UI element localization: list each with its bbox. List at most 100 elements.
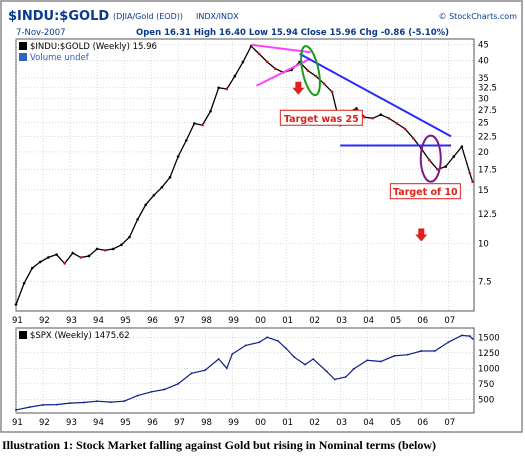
main-x-tick-label: 97 [174, 316, 185, 326]
main-y-tick-label: 20 [478, 148, 489, 158]
main-x-tick-label: 98 [201, 316, 212, 326]
ratio-data-point [363, 115, 366, 119]
spx-data-point [304, 363, 307, 366]
main-gridlines [15, 39, 474, 311]
callout-target-was-25-box [279, 109, 363, 126]
ratio-data-point [209, 109, 212, 113]
down-arrow-1 [292, 81, 305, 95]
spx-data-point [266, 336, 269, 339]
ratio-data-point [201, 123, 204, 127]
symbol-exchange: INDX/INDX [196, 12, 239, 21]
ratio-data-point [241, 60, 245, 64]
ratio-data-point [87, 254, 91, 258]
ratio-series-line [15, 45, 474, 305]
figure-caption: Illustration 1: Stock Market falling aga… [2, 438, 437, 452]
ratio-data-point [468, 172, 472, 175]
main-y-tick-label: 15 [478, 186, 489, 196]
brand-logo: © StockCharts.com [439, 12, 518, 21]
spx-y-tick-label: 1500 [478, 333, 500, 343]
legend-swatch-ratio [19, 42, 27, 50]
breakdown-ellipse-purple [419, 134, 442, 183]
main-y-tick-label: 27.5 [478, 106, 497, 116]
symbol-title: $INDU:$GOLD [8, 9, 109, 24]
spx-series-line [15, 334, 474, 411]
ratio-data-point [39, 260, 42, 264]
ratio-data-point [452, 155, 456, 158]
spx-y-tick-label: 1250 [478, 349, 500, 359]
spx-data-point [28, 406, 31, 409]
ratio-data-point [136, 218, 139, 221]
ratio-data-point [387, 116, 391, 120]
ratio-data-point [71, 251, 75, 255]
callout-target-of-10-text: Target of 10 [393, 187, 458, 198]
ratio-data-point [79, 256, 83, 259]
ratio-data-point [436, 168, 439, 171]
spx-y-tick-label: 750 [478, 380, 494, 390]
ratio-data-point [460, 145, 464, 149]
main-x-tick-label: 00 [255, 316, 266, 326]
spx-x-tick-label: 99 [228, 418, 239, 428]
spx-data-point [433, 350, 436, 352]
callout-target-of-10: Target of 10 [389, 183, 461, 200]
main-y-tick-label: 40 [478, 56, 489, 66]
main-y-tick-label: 25 [478, 118, 489, 128]
ratio-data-point [403, 127, 407, 131]
main-x-tick-labels: 91 92 93 94 95 96 97 98 99 00 01 02 03 04 05 06 07 [12, 316, 455, 326]
spx-data-point [344, 376, 347, 378]
main-y-tick-label: 30 [478, 94, 489, 104]
main-y-tick-label: 12.5 [478, 210, 497, 220]
spx-data-point [190, 372, 193, 375]
spx-data-point [42, 404, 44, 406]
main-y-tick-label: 22.5 [478, 132, 497, 142]
main-x-tick-label: 92 [39, 316, 50, 326]
spx-x-tick-label: 05 [390, 418, 401, 428]
spx-x-tick-label: 02 [309, 418, 320, 428]
spx-x-tick-label: 00 [255, 418, 266, 428]
spx-data-point [109, 401, 112, 404]
spx-data-point [225, 367, 228, 370]
main-x-tick-label: 05 [390, 316, 401, 326]
ratio-data-point [314, 74, 318, 78]
ratio-data-point [63, 262, 66, 265]
ohlc-readout: Open 16.31 High 16.40 Low 15.94 Close 15… [136, 28, 449, 38]
spx-data-point [217, 358, 220, 360]
ratio-data-point [103, 248, 107, 252]
ratio-data-point [184, 139, 188, 142]
spx-x-tick-label: 03 [336, 418, 347, 428]
spx-plot-area [15, 327, 475, 414]
spx-y-tick-labels: 1500 1250 1000 750 500 [478, 333, 500, 405]
callout-target-was-25-text: Target was 25 [284, 114, 359, 125]
main-y-tick-label: 7.5 [478, 278, 492, 288]
spx-data-point [420, 350, 423, 352]
spx-data-point [69, 402, 71, 404]
spx-data-point [96, 400, 98, 403]
ratio-data-point [306, 69, 310, 72]
spx-x-tick-label: 95 [120, 418, 131, 428]
spx-series-group [15, 334, 474, 411]
main-x-tick-label: 99 [228, 316, 239, 326]
spx-x-tick-label: 98 [201, 418, 212, 428]
spx-data-point [469, 335, 471, 337]
spx-data-point [471, 337, 474, 340]
spx-data-point [204, 369, 207, 372]
ratio-data-point [379, 113, 383, 117]
spx-x-tick-label: 04 [363, 418, 374, 428]
ratio-data-point [47, 256, 50, 259]
ratio-data-point [120, 243, 123, 247]
main-x-tick-label: 96 [147, 316, 158, 326]
downtrend-line [299, 52, 452, 138]
legend-ratio-label: $INDU:$GOLD (Weekly) 15.96 [30, 42, 157, 52]
ratio-data-point [411, 136, 415, 140]
main-x-tick-label: 95 [120, 316, 131, 326]
spx-data-point [312, 358, 315, 360]
spx-x-tick-label: 92 [39, 418, 50, 428]
spx-x-tick-label: 01 [282, 418, 293, 428]
ratio-data-point [22, 281, 26, 285]
spx-data-point [277, 340, 280, 342]
legend-spx-label: $SPX (Weekly) 1475.62 [30, 331, 130, 341]
main-plot-area [15, 38, 475, 312]
spx-data-point [15, 408, 17, 411]
spx-y-tick-label: 500 [478, 395, 494, 405]
ratio-data-point [128, 235, 131, 239]
